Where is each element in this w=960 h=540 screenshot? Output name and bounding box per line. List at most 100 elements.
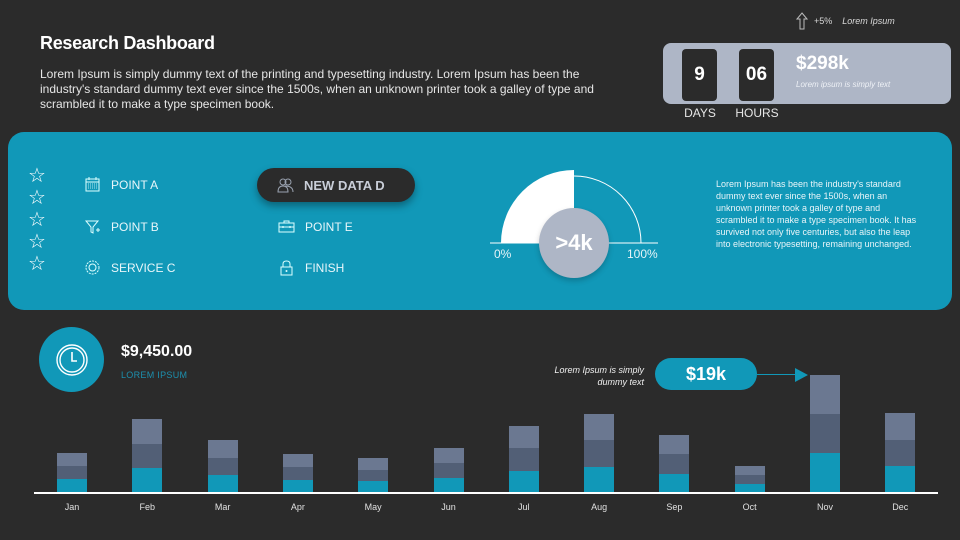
menu-item-label: POINT A [111,177,159,192]
chart-bar-feb[interactable] [132,419,163,492]
chart-bar-jan[interactable] [57,453,87,492]
star-icon[interactable]: ☆ [28,165,46,187]
month-label: Oct [742,502,757,512]
star-icon[interactable]: ☆ [28,231,46,253]
calendar-icon [85,177,100,192]
chart-bar-jun[interactable] [433,448,464,492]
bar-segment-top [810,375,840,414]
bar-segment-top [885,413,916,440]
days-label: DAYS [684,106,716,120]
chart-bar-apr[interactable] [282,454,313,492]
users-icon [277,178,294,192]
menu-item-service-c[interactable]: SERVICE C [84,259,175,276]
bar-segment-middle [433,463,464,478]
briefcase-icon [278,220,295,233]
bar-segment-middle [132,444,163,468]
arrow-up-icon [796,12,808,30]
lock-icon [280,260,293,276]
chart-bar-jul[interactable] [508,426,539,492]
bar-segment-middle [508,448,539,471]
bar-segment-top [433,448,464,463]
hours-label: HOURS [735,106,779,120]
gauge-min-label: 0% [494,247,512,261]
days-box: 9 [682,49,717,101]
bar-segment-bottom [433,478,464,492]
bar-segment-top [207,440,238,458]
month-label: Feb [139,502,156,512]
bar-segment-top [282,454,313,467]
bar-segment-bottom [132,468,163,492]
bar-segment-middle [810,414,840,453]
summary-amount: $9,450.00 [121,343,193,360]
month-label: Apr [290,502,305,512]
callout-text: Lorem Ipsum is simply dummy text [554,365,644,387]
settings-icon [85,260,100,275]
bar-segment-middle [207,458,238,475]
menu-item-finish[interactable]: FINISH [278,259,344,276]
star-icon[interactable]: ☆ [28,253,46,275]
menu-item-label: POINT E [305,219,353,234]
bar-segment-bottom [885,466,916,492]
gauge-value: >4k [539,208,609,278]
month-label: Aug [591,502,608,512]
callout-value: $19k [655,358,757,390]
menu-item-label: FINISH [305,260,345,275]
counter-amount-sub: Lorem ipsum is simply text [796,80,891,89]
bar-segment-top [57,453,87,466]
month-label: May [364,502,382,512]
bar-segment-bottom [358,481,389,492]
chart-bar-aug[interactable] [584,414,615,492]
arrow-right-icon [795,368,808,382]
chart-bar-may[interactable] [358,458,389,492]
clock-icon [55,343,88,376]
chart-bar-dec[interactable] [885,413,916,492]
star-icon[interactable]: ☆ [28,209,46,231]
bar-segment-middle [659,454,690,474]
star-icon[interactable]: ☆ [28,187,46,209]
bar-segment-bottom [584,467,615,492]
bar-segment-top [659,435,690,454]
panel-description: Lorem Ipsum has been the industry's stan… [716,179,917,249]
bar-segment-bottom [810,453,840,492]
trend-indicator: +5% Lorem Ipsum [796,12,895,30]
bar-segment-middle [734,475,765,484]
chart-bar-sep[interactable] [659,435,690,492]
callout-arrow-line [757,374,797,375]
page-title: Research Dashboard [40,33,215,53]
bar-segment-middle [885,440,916,466]
funnel-icon [84,220,100,234]
bar-segment-middle [282,467,313,480]
month-label: Jan [64,502,80,512]
month-label: Sep [666,502,683,512]
clock-badge [39,327,104,392]
menu-item-point-b[interactable]: POINT B [84,218,159,235]
intro-text: Lorem Ipsum is simply dummy text of the … [40,67,594,111]
chart-bar-nov[interactable] [810,375,840,492]
hours-box: 06 [739,49,774,101]
bar-segment-middle [358,470,389,481]
chart-bar-mar[interactable] [207,440,238,492]
chart-bar-oct[interactable] [734,466,765,492]
bar-segment-middle [57,466,87,479]
bar-segment-bottom [508,471,539,492]
bar-segment-top [734,466,765,475]
menu-item-point-a[interactable]: POINT A [84,176,158,193]
bar-segment-bottom [282,480,313,492]
bar-segment-bottom [734,484,765,492]
bar-segment-top [132,419,163,444]
menu-item-point-e[interactable]: POINT E [278,218,353,235]
menu-item-new-data-d[interactable]: NEW DATA D [257,168,415,202]
bar-segment-bottom [57,479,87,492]
menu-item-label: POINT B [111,219,159,234]
summary-label: LOREM IPSUM [121,370,188,380]
bar-segment-top [508,426,539,448]
info-panel [8,132,952,310]
bar-segment-bottom [659,474,690,492]
bar-segment-top [358,458,389,470]
month-label: Nov [816,502,833,512]
gauge-max-label: 100% [627,247,658,261]
month-label: Jul [518,502,530,512]
bar-segment-middle [584,440,615,467]
trend-value: +5% [814,16,833,26]
month-label: Dec [892,502,909,512]
